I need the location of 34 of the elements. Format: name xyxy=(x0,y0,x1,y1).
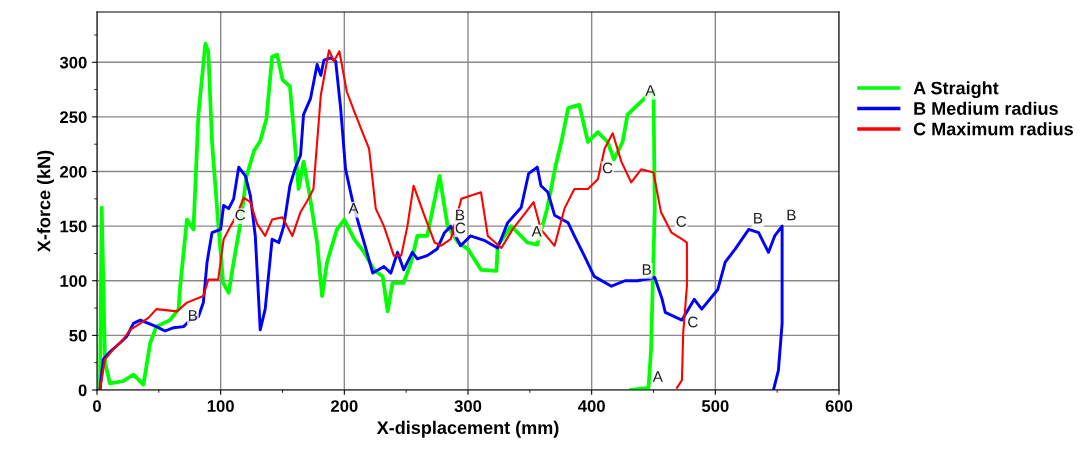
x-tick-label: 600 xyxy=(825,400,853,412)
annotation: C xyxy=(235,209,246,221)
legend-label: B Medium radius xyxy=(914,101,1058,115)
y-tick-label: 150 xyxy=(60,220,87,233)
y-axis-title: X-force (kN) xyxy=(37,150,54,252)
annotation: B xyxy=(188,310,198,321)
annotation: A xyxy=(348,203,359,214)
annotation: B xyxy=(642,264,651,275)
y-tick-label: 0 xyxy=(78,384,87,397)
legend-label: C Maximum radius xyxy=(913,122,1073,136)
legend-label: A Straight xyxy=(913,81,999,99)
y-tick-label: 300 xyxy=(59,56,87,69)
y-tick-label: 250 xyxy=(60,111,87,124)
annotation: C xyxy=(676,216,687,227)
annotation: A xyxy=(652,371,663,382)
annotation: C xyxy=(602,162,613,174)
annotation: B xyxy=(787,209,796,221)
y-tick-label: 200 xyxy=(60,165,87,178)
annotation: A xyxy=(645,85,656,96)
x-tick-label: 500 xyxy=(701,400,729,412)
annotation: C xyxy=(455,222,466,234)
x-tick-label: 100 xyxy=(207,400,234,412)
y-tick-label: 50 xyxy=(69,329,87,342)
annotation: B xyxy=(754,212,763,224)
x-tick-label: 400 xyxy=(578,400,605,412)
annotation: B xyxy=(456,209,465,221)
x-tick-label: 300 xyxy=(454,400,482,412)
y-tick-label: 100 xyxy=(60,275,87,287)
annotation: C xyxy=(688,316,698,328)
x-tick-label: 200 xyxy=(331,400,358,412)
x-axis-title: X-displacement (mm) xyxy=(376,420,559,438)
x-tick-label: 0 xyxy=(93,400,101,412)
annotation: A xyxy=(531,226,542,237)
line-series xyxy=(98,56,784,390)
